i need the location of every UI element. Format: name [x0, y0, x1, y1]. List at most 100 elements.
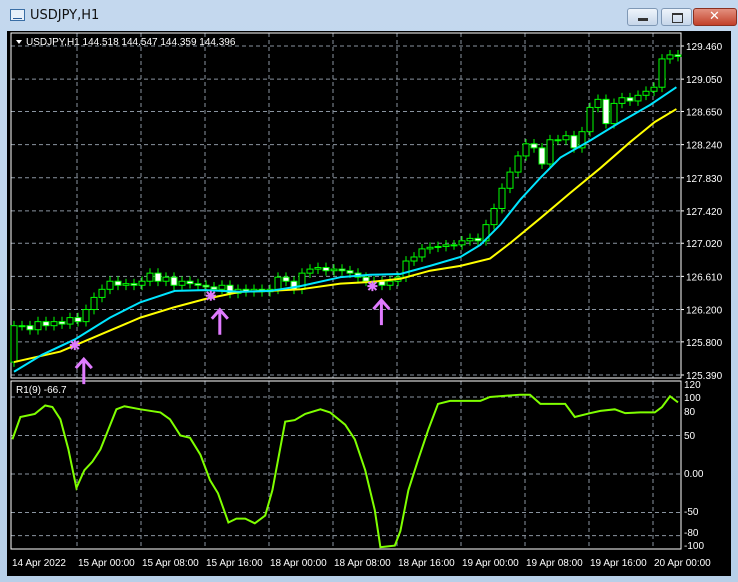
candle — [546, 134, 554, 169]
candle-body — [602, 98, 610, 125]
candle-body — [474, 237, 482, 242]
candle — [650, 82, 658, 97]
candle-body — [26, 325, 34, 331]
candle-body — [210, 286, 218, 290]
candle-body — [594, 98, 602, 108]
candle-body — [18, 325, 26, 328]
price-tick-label: 125.390 — [686, 371, 723, 382]
candle-body — [386, 280, 394, 286]
candle — [90, 292, 98, 315]
candle — [642, 86, 650, 101]
candle — [458, 235, 466, 250]
candle — [178, 276, 186, 291]
minimize-button[interactable] — [627, 8, 658, 26]
candle — [98, 284, 106, 303]
candle — [82, 304, 90, 327]
candle-body — [554, 139, 562, 142]
indicator-tick-label: 100 — [684, 393, 701, 404]
slow-moving-average-line — [13, 108, 677, 364]
candle — [106, 276, 114, 295]
maximize-button[interactable] — [661, 8, 692, 26]
candle-body — [498, 187, 506, 209]
price-tick-label: 129.460 — [686, 42, 723, 53]
candle-body — [402, 260, 410, 278]
candle-body — [490, 207, 498, 226]
candle-body — [106, 280, 114, 290]
candle-body — [322, 266, 330, 272]
time-tick-label: 19 Apr 16:00 — [590, 558, 647, 569]
candle — [322, 262, 330, 276]
buy-arrow-icon — [372, 297, 391, 326]
candle — [482, 219, 490, 246]
candle-body — [114, 280, 122, 286]
candle-body — [578, 131, 586, 149]
candle-body — [410, 256, 418, 262]
chart-header: USDJPY,H1 144.518 144.547 144.359 144.39… — [26, 37, 236, 48]
candle — [658, 54, 666, 93]
candle — [514, 151, 522, 177]
indicator-line — [11, 393, 679, 549]
price-tick-label: 128.650 — [686, 107, 723, 118]
candle — [10, 320, 18, 367]
candle — [450, 240, 458, 250]
candle — [314, 262, 322, 274]
candle — [18, 320, 26, 331]
candle — [554, 134, 562, 145]
candle — [506, 167, 514, 194]
candle-body — [42, 321, 50, 327]
candle — [578, 126, 586, 153]
candle-body — [66, 317, 74, 325]
candle-body — [418, 248, 426, 258]
candle-body — [666, 54, 674, 60]
fast-moving-average-line — [13, 86, 677, 373]
candle — [194, 278, 202, 291]
candle — [50, 316, 58, 331]
candle — [410, 252, 418, 266]
candle — [122, 278, 130, 291]
buy-arrow-icon — [210, 307, 229, 335]
candle — [330, 264, 338, 276]
candle — [282, 272, 290, 287]
candle-body — [674, 54, 682, 58]
candle — [186, 276, 194, 289]
candle — [522, 138, 530, 161]
title-bar[interactable]: USDJPY,H1 — [0, 0, 738, 30]
candle-body — [658, 58, 666, 88]
price-tick-label: 128.240 — [686, 141, 723, 152]
candle-body — [218, 284, 226, 290]
candle — [34, 316, 42, 335]
candle-body — [514, 155, 522, 173]
candle — [586, 102, 594, 137]
close-button[interactable] — [693, 8, 737, 26]
candle — [42, 316, 50, 331]
candle — [226, 280, 234, 299]
candle-body — [650, 86, 658, 92]
indicator-tick-label: 0.00 — [684, 469, 704, 480]
time-tick-label: 20 Apr 00:00 — [654, 558, 711, 569]
candle — [466, 233, 474, 246]
header-dropdown-icon[interactable] — [16, 40, 22, 44]
candle — [442, 240, 450, 252]
candle-body — [522, 143, 530, 157]
candle — [74, 312, 82, 327]
candle — [674, 50, 682, 62]
candle-body — [538, 147, 546, 165]
candle — [306, 264, 314, 278]
candle — [666, 50, 674, 64]
signal-star-icon — [367, 281, 378, 292]
candle-body — [442, 244, 450, 247]
candle — [26, 320, 34, 335]
candle-body — [346, 270, 354, 274]
candle — [474, 233, 482, 246]
candle-body — [338, 268, 346, 272]
time-tick-label: 15 Apr 16:00 — [206, 558, 263, 569]
candle-body — [138, 280, 146, 286]
price-tick-label: 127.420 — [686, 207, 723, 218]
candle-body — [586, 106, 594, 133]
candle — [146, 268, 154, 287]
indicator-tick-label: 50 — [684, 431, 696, 442]
candle-body — [562, 135, 570, 141]
price-tick-label: 129.050 — [686, 75, 723, 86]
candle — [242, 284, 250, 297]
